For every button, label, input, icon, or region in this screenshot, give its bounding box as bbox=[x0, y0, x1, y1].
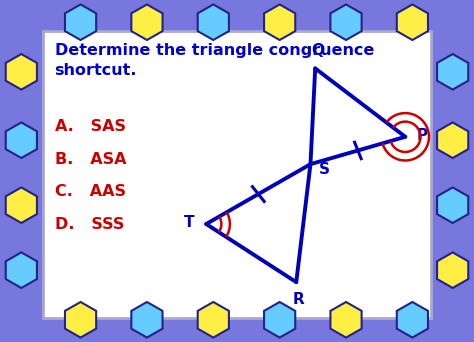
Text: A.   SAS: A. SAS bbox=[55, 119, 126, 134]
Text: Q: Q bbox=[311, 43, 324, 58]
Polygon shape bbox=[131, 302, 163, 338]
Polygon shape bbox=[437, 54, 468, 90]
Polygon shape bbox=[264, 4, 295, 40]
Polygon shape bbox=[264, 302, 295, 338]
Polygon shape bbox=[65, 4, 96, 40]
Polygon shape bbox=[198, 4, 229, 40]
Polygon shape bbox=[65, 302, 96, 338]
Polygon shape bbox=[437, 252, 468, 288]
Polygon shape bbox=[6, 122, 37, 158]
Text: S: S bbox=[319, 162, 330, 177]
Polygon shape bbox=[6, 252, 37, 288]
Polygon shape bbox=[437, 122, 468, 158]
Polygon shape bbox=[330, 4, 362, 40]
Polygon shape bbox=[330, 302, 362, 338]
Polygon shape bbox=[131, 4, 163, 40]
Text: P: P bbox=[417, 128, 428, 143]
Polygon shape bbox=[6, 54, 37, 90]
Polygon shape bbox=[198, 302, 229, 338]
Polygon shape bbox=[6, 187, 37, 223]
Text: B.   ASA: B. ASA bbox=[55, 152, 126, 167]
Text: T: T bbox=[184, 215, 194, 230]
Polygon shape bbox=[397, 302, 428, 338]
Polygon shape bbox=[397, 4, 428, 40]
FancyBboxPatch shape bbox=[43, 31, 431, 318]
Text: C.   AAS: C. AAS bbox=[55, 184, 126, 199]
Text: R: R bbox=[293, 292, 304, 307]
Polygon shape bbox=[437, 187, 468, 223]
Text: D.   SSS: D. SSS bbox=[55, 216, 124, 232]
Text: Determine the triangle congruence
shortcut.: Determine the triangle congruence shortc… bbox=[55, 43, 374, 78]
